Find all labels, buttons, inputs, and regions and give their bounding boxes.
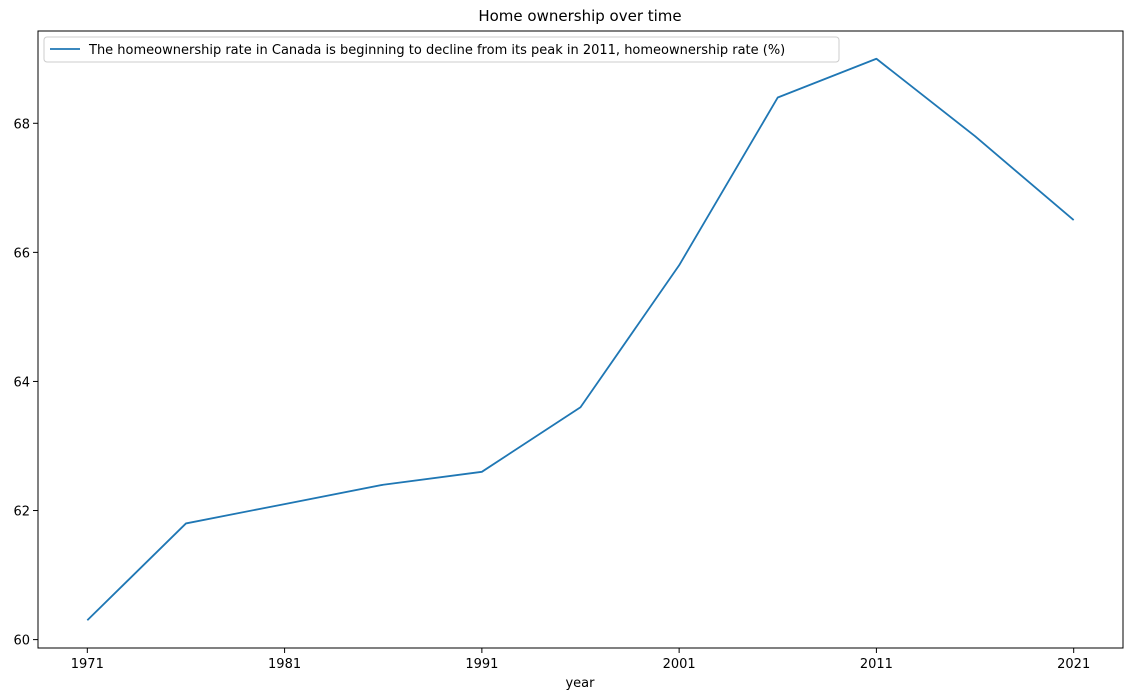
y-axis: 60 62 64 66 68 [13, 117, 38, 649]
chart-title: Home ownership over time [478, 7, 681, 25]
y-tick-label: 62 [13, 505, 30, 520]
plot-frame [37, 30, 1124, 649]
x-axis-label: year [565, 676, 595, 691]
plot-area [37, 30, 1124, 649]
x-tick-label: 1981 [268, 657, 301, 672]
x-tick-label: 2011 [860, 657, 893, 672]
y-tick-label: 66 [13, 246, 30, 261]
series-layer [86, 57, 1075, 621]
y-tick-label: 64 [13, 375, 30, 390]
legend-series-label: The homeownership rate in Canada is begi… [88, 43, 785, 58]
x-tick-label: 2001 [663, 657, 696, 672]
x-axis: 1971 1981 1991 2001 2011 2021 [71, 648, 1090, 672]
legend-box [43, 36, 840, 63]
y-tick-label: 60 [13, 634, 30, 649]
x-tick-label: 1991 [465, 657, 498, 672]
x-tick-label: 2021 [1057, 657, 1090, 672]
y-tick-label: 68 [13, 117, 30, 132]
series-line-0 [86, 57, 1075, 621]
legend: The homeownership rate in Canada is begi… [43, 36, 840, 63]
x-tick-label: 1971 [71, 657, 104, 672]
